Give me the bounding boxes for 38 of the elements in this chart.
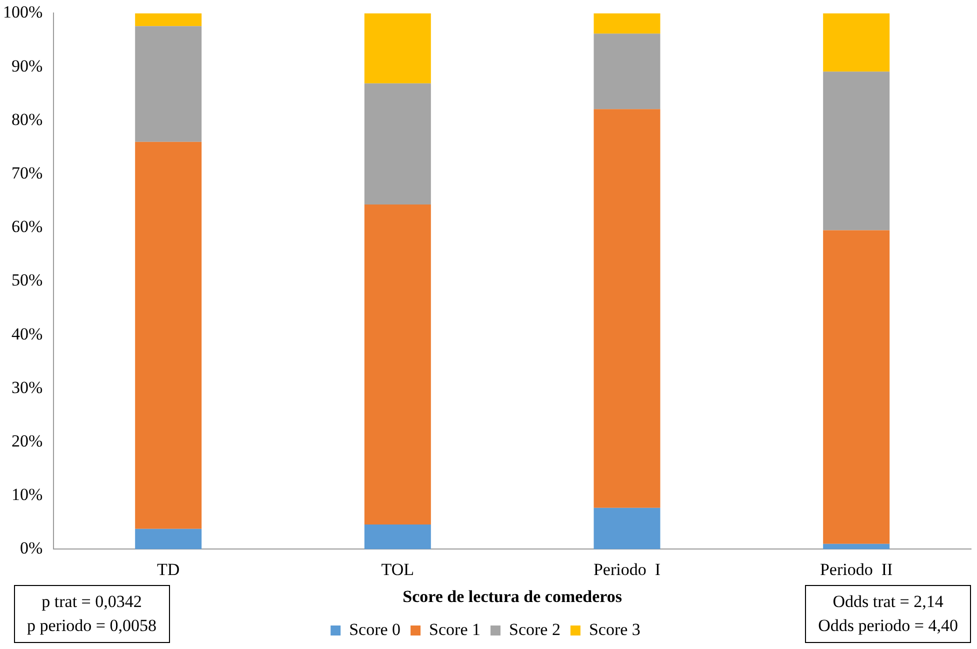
- y-tick-label: 50%: [11, 270, 43, 290]
- y-tick-label: 0%: [20, 538, 43, 558]
- y-tick-label: 10%: [11, 485, 43, 504]
- y-tick-label: 60%: [11, 217, 43, 236]
- legend-label: Score 3: [588, 620, 640, 639]
- y-tick-label: 90%: [11, 56, 43, 76]
- bar: [594, 34, 660, 110]
- bar: [135, 528, 202, 550]
- y-tick-label: 70%: [11, 163, 43, 182]
- y-tick-label: 40%: [11, 324, 43, 344]
- bar: [594, 109, 660, 508]
- y-tick-label: 80%: [11, 110, 43, 129]
- x-axis-title: Score de lectura de comederos: [402, 587, 622, 606]
- y-tick-label: 100%: [2, 2, 43, 22]
- bar: [364, 204, 431, 525]
- x-tick-label: Periodo II: [820, 560, 894, 579]
- bar: [594, 13, 660, 34]
- bar: [135, 26, 202, 142]
- x-tick-label: TOL: [381, 560, 414, 579]
- bar: [364, 83, 431, 205]
- x-tick-label: Periodo I: [593, 560, 661, 579]
- y-tick-label: 30%: [11, 378, 43, 397]
- bar: [364, 13, 431, 84]
- bar: [823, 13, 890, 72]
- y-tick-label: 20%: [11, 431, 43, 450]
- bar: [823, 544, 890, 550]
- bar: [364, 524, 431, 550]
- bar: [594, 508, 660, 550]
- text: Odds trat = 2,14 Odds periodo = 4,40: [805, 585, 971, 643]
- legend-label: Score 0: [349, 620, 401, 639]
- legend-label: Score 1: [429, 620, 481, 639]
- bar: [823, 230, 890, 544]
- bar: [135, 142, 202, 529]
- bar: [823, 72, 890, 230]
- bar: [135, 13, 202, 26]
- x-tick-label: TD: [156, 560, 180, 579]
- text: p trat = 0,0342 p periodo = 0,0058: [14, 585, 170, 643]
- legend-label: Score 2: [509, 620, 560, 639]
